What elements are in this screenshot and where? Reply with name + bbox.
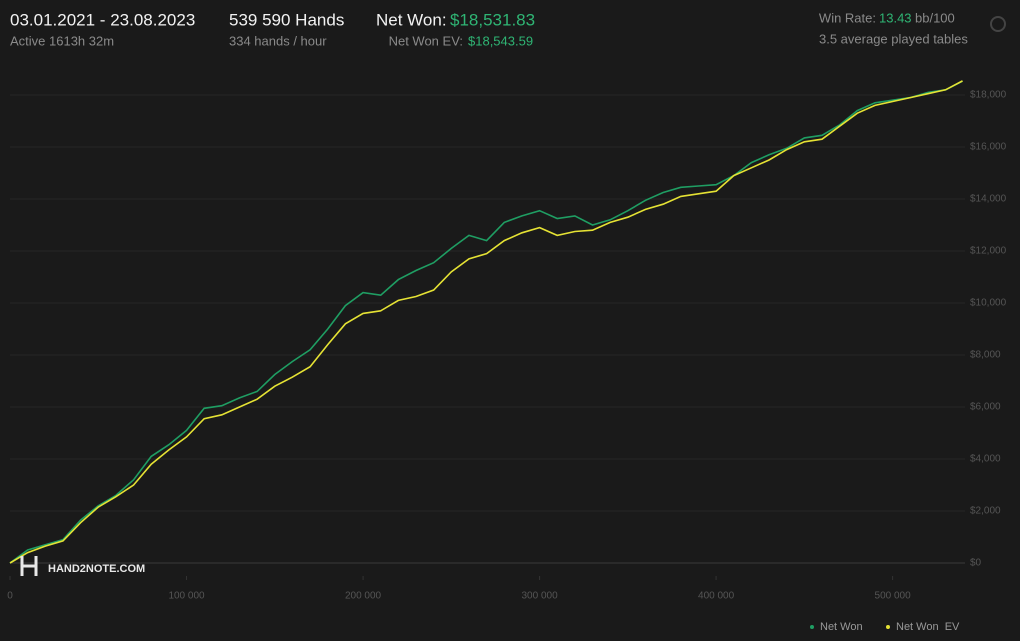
date-range: 03.01.2021 - 23.08.2023 — [10, 10, 195, 29]
series-line — [9, 80, 963, 564]
y-tick-label: $12,000 — [970, 246, 1007, 257]
y-tick-label: $16,000 — [970, 142, 1007, 153]
win-rate-unit: bb/100 — [915, 10, 955, 25]
y-tick-label: $6,000 — [970, 402, 1001, 413]
win-rate-label: Win Rate: — [819, 10, 876, 25]
logo-mark — [20, 556, 38, 576]
tables: 3.5 average played tables — [819, 31, 968, 46]
y-tick-label: $18,000 — [970, 90, 1007, 101]
logo-text: HAND2NOTE.COM — [48, 563, 145, 575]
y-tick-label: $2,000 — [970, 506, 1001, 517]
x-tick-label: 0 — [7, 591, 13, 602]
legend-dot — [810, 625, 814, 629]
hands-per-hour: 334 hands / hour — [229, 33, 327, 48]
net-won-ev-label: Net Won EV: — [389, 33, 463, 48]
settings-icon[interactable] — [990, 16, 1006, 32]
series-line — [9, 80, 963, 564]
x-tick-label: 300 000 — [521, 591, 558, 602]
y-tick-label: $8,000 — [970, 350, 1001, 361]
active-time: Active 1613h 32m — [10, 33, 114, 48]
y-tick-label: $10,000 — [970, 298, 1007, 309]
y-tick-label: $0 — [970, 558, 982, 569]
net-won-value: $18,531.83 — [450, 10, 535, 29]
net-won-ev-value: $18,543.59 — [468, 33, 533, 48]
x-tick-label: 500 000 — [875, 591, 912, 602]
legend-label: Net Won EV — [896, 621, 960, 633]
legend-dot — [886, 625, 890, 629]
x-tick-label: 200 000 — [345, 591, 382, 602]
legend-label: Net Won — [820, 621, 863, 633]
y-tick-label: $14,000 — [970, 194, 1007, 205]
x-tick-label: 100 000 — [168, 591, 205, 602]
y-tick-label: $4,000 — [970, 454, 1001, 465]
win-rate-value: 13.43 — [879, 10, 912, 25]
x-tick-label: 400 000 — [698, 591, 735, 602]
hands: 539 590 Hands — [229, 10, 344, 29]
net-won-label: Net Won: — [376, 10, 447, 29]
